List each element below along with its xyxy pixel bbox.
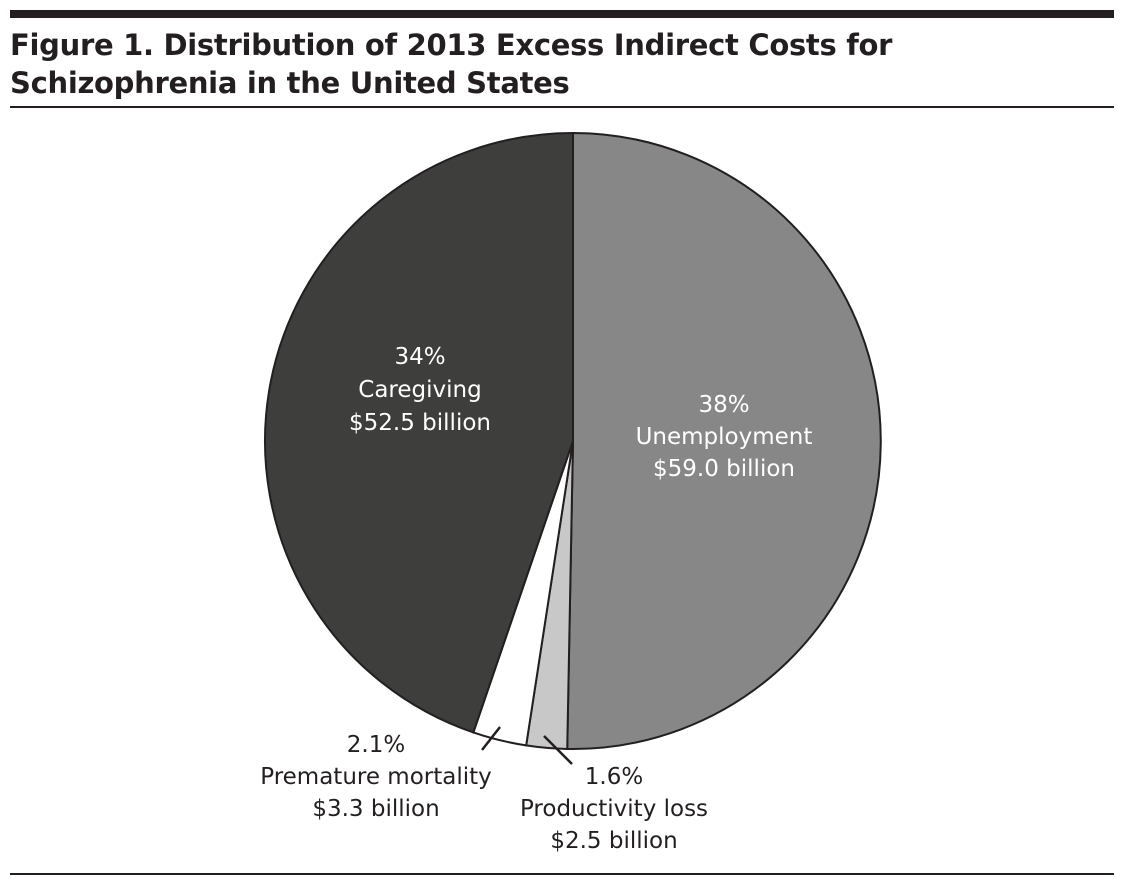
slice-label-caregiving: 34% Caregiving $52.5 billion [349, 344, 491, 436]
slice-percent-text: 1.6% [585, 764, 643, 790]
top-rule [10, 10, 1114, 18]
slice-value-text: $59.0 billion [653, 456, 795, 482]
slice-name-text: Premature mortality [260, 764, 492, 790]
slice-value-text: $52.5 billion [349, 410, 491, 436]
slice-label-unemployment: 38% Unemployment $59.0 billion [636, 392, 813, 482]
pie-slices [264, 131, 882, 750]
slice-name-text: Unemployment [636, 424, 813, 450]
leader-line-productivity-loss [543, 735, 573, 765]
slice-label-productivity-loss: 1.6% Productivity loss $2.5 billion [520, 764, 708, 854]
slice-name-text: Productivity loss [520, 796, 708, 822]
slice-percent-text: 34% [394, 344, 445, 370]
leader-lines [481, 726, 573, 765]
pie-slice-unemployment [566, 131, 882, 750]
bottom-rule [10, 873, 1114, 875]
slice-name-text: Caregiving [358, 377, 481, 403]
slice-percent-text: 2.1% [347, 732, 405, 758]
slice-label-premature-mortality: 2.1% Premature mortality $3.3 billion [260, 732, 492, 822]
slice-percent-text: 38% [698, 392, 749, 418]
leader-line-premature-mortality [481, 726, 501, 751]
pie-slice-caregiving [264, 131, 574, 734]
slice-value-text: $3.3 billion [312, 796, 439, 822]
figure-title: Figure 1. Distribution of 2013 Excess In… [10, 28, 893, 100]
slice-labels: 38% Unemployment $59.0 billion 1.6% Producti… [260, 344, 812, 854]
slice-value-text: $2.5 billion [550, 828, 677, 854]
title-rule [10, 106, 1114, 108]
